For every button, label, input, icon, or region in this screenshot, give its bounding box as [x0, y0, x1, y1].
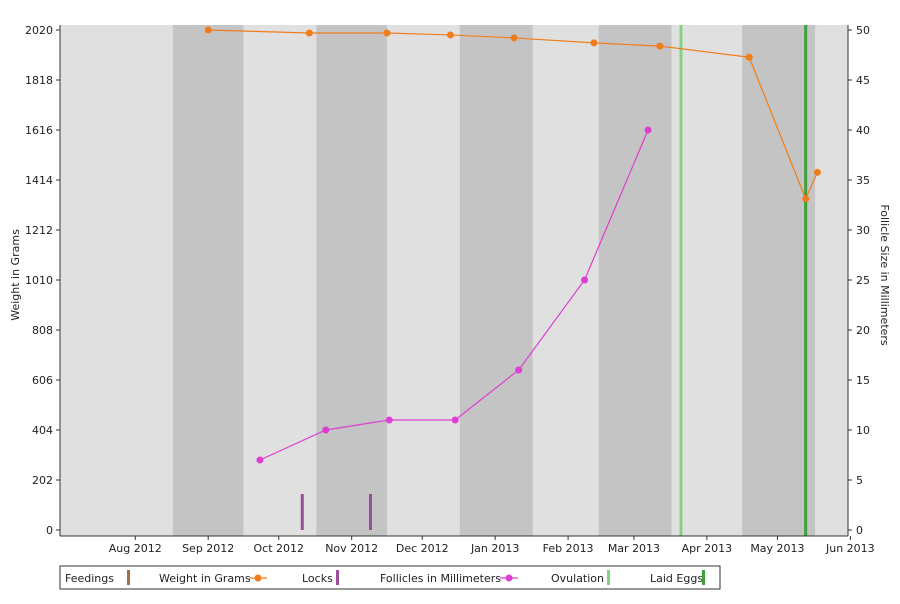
series-layer: [204, 26, 821, 464]
month-band: [172, 25, 244, 536]
legend-marker-dot-follicles-in-millimeters: [505, 574, 513, 582]
follicles-in-millimeters-point: [256, 456, 264, 464]
x-tick-label: Jan 2013: [470, 542, 519, 555]
y-left-tick-label: 1414: [25, 174, 53, 187]
legend-marker-ovulation: [607, 570, 610, 585]
legend-marker-locks: [336, 570, 339, 585]
weight-in-grams-point: [745, 53, 753, 61]
y-right-tick-label: 20: [856, 324, 870, 337]
y-right-tick-label: 35: [856, 174, 870, 187]
y-left-tick-label: 1010: [25, 274, 53, 287]
legend-marker-dot-weight-in-grams: [254, 574, 262, 582]
follicles-in-millimeters-point: [451, 416, 459, 424]
y-left-tick-label: 1212: [25, 224, 53, 237]
weight-in-grams-point: [446, 31, 454, 39]
month-bands: [99, 25, 816, 536]
weight-in-grams-point: [383, 29, 391, 37]
month-band: [243, 25, 317, 536]
weight-in-grams-point: [656, 42, 664, 50]
follicles-in-millimeters-point: [515, 366, 523, 374]
y-right-tick-label: 5: [856, 474, 863, 487]
follicles-in-millimeters-point: [385, 416, 393, 424]
legend: Feedings Weight in Grams Locks Follicles in…: [59, 565, 721, 590]
y-left-tick-label: 2020: [25, 24, 53, 37]
month-band: [459, 25, 533, 536]
weight-in-grams-point: [305, 29, 313, 37]
month-band: [386, 25, 460, 536]
weight-in-grams-point: [802, 195, 810, 203]
weight-in-grams-point: [590, 39, 598, 47]
y-right-tick-label: 25: [856, 274, 870, 287]
x-axis-ticks: Aug 2012 Sep 2012 Oct 2012 Nov 2012 Dec 2012…: [109, 536, 875, 555]
month-band: [99, 25, 173, 536]
legend-label-follicles-in-millimeters: Follicles in Millimeters: [380, 572, 501, 585]
y-right-tick-label: 40: [856, 124, 870, 137]
legend-label-laid-eggs: Laid Eggs: [650, 572, 703, 585]
x-tick-label: Feb 2013: [543, 542, 594, 555]
y-axis-right-label: Follicle Size in Millimeters: [878, 204, 891, 346]
x-tick-label: Dec 2012: [396, 542, 449, 555]
x-tick-label: Mar 2013: [608, 542, 660, 555]
month-band: [316, 25, 387, 536]
legend-label-weight-in-grams: Weight in Grams: [159, 572, 251, 585]
left-axis-ticks: 0 202 404 606 808 1010 1212 1414 1616 1818 2020: [25, 24, 60, 537]
month-band: [598, 25, 672, 536]
y-left-tick-label: 202: [32, 474, 53, 487]
month-band: [742, 25, 816, 536]
x-tick-label: Aug 2012: [109, 542, 162, 555]
y-left-tick-label: 404: [32, 424, 53, 437]
y-left-tick-label: 606: [32, 374, 53, 387]
y-right-tick-label: 15: [856, 374, 870, 387]
legend-label-feedings: Feedings: [65, 572, 114, 585]
weight-in-grams-line: [208, 29, 818, 201]
legend-marker-feedings: [127, 570, 130, 585]
legend-marker-laid-eggs: [702, 570, 705, 585]
y-left-tick-label: 808: [32, 324, 53, 337]
follicles-in-millimeters-point: [581, 276, 589, 284]
y-right-tick-label: 0: [856, 524, 863, 537]
weight-in-grams-point: [204, 26, 212, 34]
x-tick-label: Jun 2013: [825, 542, 875, 555]
x-tick-label: Sep 2012: [182, 542, 234, 555]
weight-in-grams-point: [510, 34, 518, 42]
legend-box: [59, 565, 721, 590]
follicles-in-millimeters-point: [322, 426, 330, 434]
follicles-in-millimeters-point: [644, 126, 652, 134]
event-markers: [300, 25, 808, 536]
y-right-tick-label: 30: [856, 224, 870, 237]
month-band: [532, 25, 599, 536]
y-right-tick-label: 10: [856, 424, 870, 437]
weight-in-grams-point: [813, 168, 821, 176]
x-tick-label: Nov 2012: [325, 542, 378, 555]
legend-label-locks: Locks: [302, 572, 333, 585]
y-left-tick-label: 0: [46, 524, 53, 537]
y-left-tick-label: 1616: [25, 124, 53, 137]
x-tick-label: Apr 2013: [682, 542, 733, 555]
x-tick-label: Oct 2012: [254, 542, 305, 555]
y-axis-left-label: Weight in Grams: [9, 229, 22, 321]
x-tick-label: May 2013: [750, 542, 804, 555]
legend-label-ovulation: Ovulation: [551, 572, 604, 585]
y-right-tick-label: 45: [856, 74, 870, 87]
y-left-tick-label: 1818: [25, 74, 53, 87]
right-axis-ticks: 0 5 10 15 20 25 30 35 40 45 50: [848, 24, 870, 537]
month-band: [671, 25, 743, 536]
y-right-tick-label: 50: [856, 24, 870, 37]
